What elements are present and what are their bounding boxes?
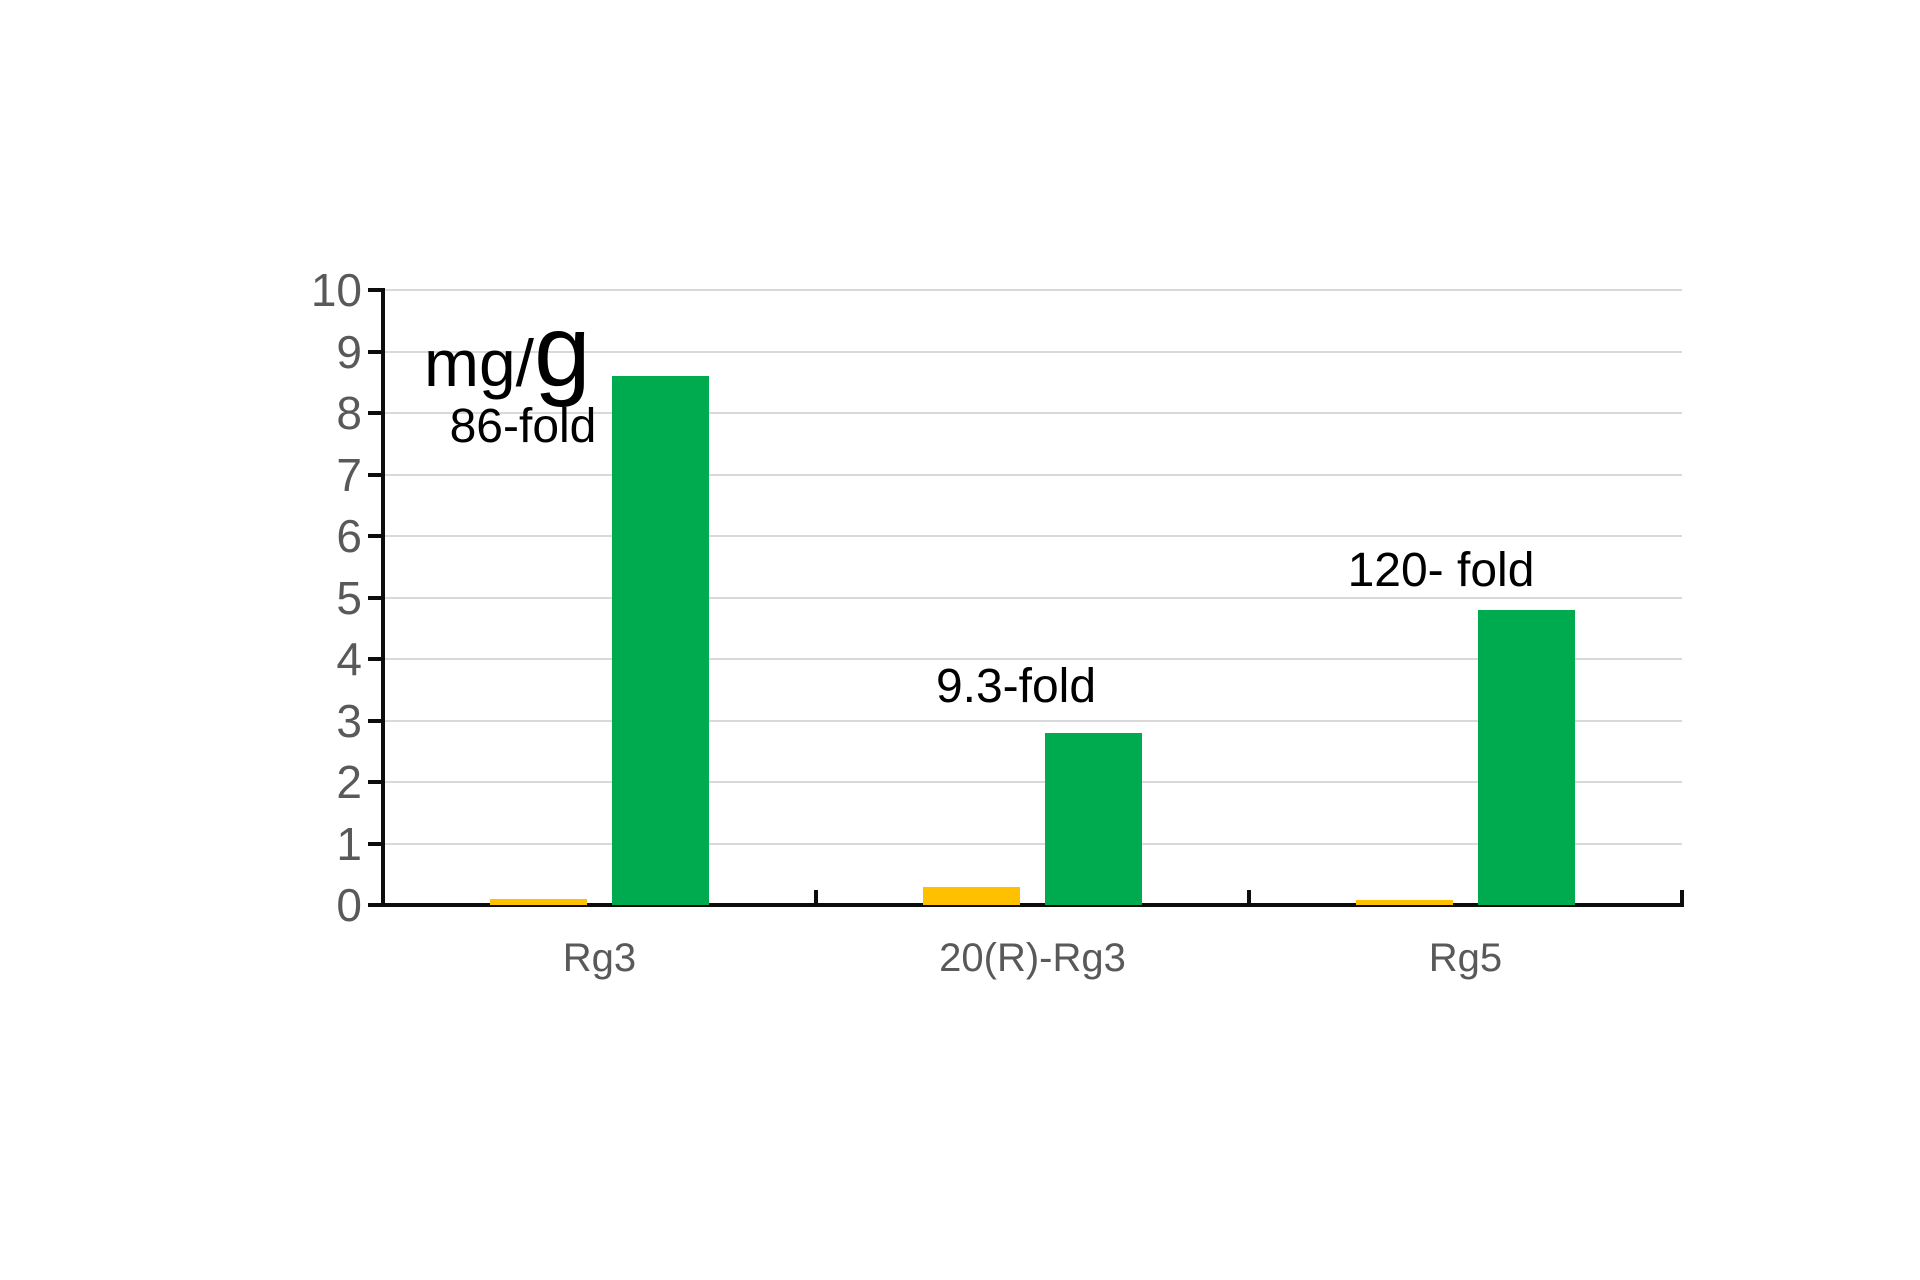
y-axis-tick-label: 7 (336, 448, 362, 501)
y-axis-tick-label: 6 (336, 510, 362, 562)
bar-20rrg3-green (1044, 732, 1142, 905)
unit-label-prefix: mg/ (424, 326, 535, 400)
y-axis-tick-8 (368, 411, 383, 415)
bar-rg5-green (1477, 609, 1575, 905)
gridline-y-1 (383, 842, 1682, 845)
gridline-y-4 (383, 658, 1682, 660)
x-axis-tick-2 (1680, 890, 1684, 905)
y-axis-tick-label: 10 (310, 264, 362, 316)
y-axis-tick-2 (368, 780, 383, 784)
y-axis-tick-10 (368, 288, 383, 292)
x-axis-category-label-1: Rg3 (562, 936, 637, 980)
x-axis-line (383, 903, 1684, 907)
x-axis-tick-0 (814, 890, 818, 905)
gridline-y-9 (383, 350, 1682, 353)
gridline-y-5 (383, 596, 1682, 599)
bar-rg3-green (611, 376, 709, 905)
y-axis-tick-3 (368, 718, 383, 723)
unit-label-big-g: g (534, 294, 591, 408)
y-axis-tick-4 (368, 657, 383, 661)
x-axis-category-label-2: 20(R)-Rg3 (939, 936, 1126, 980)
gridline-y-7 (383, 473, 1682, 476)
y-axis-tick-label: 0 (336, 879, 362, 931)
y-axis-tick-7 (368, 472, 383, 477)
gridline-y-10 (383, 289, 1682, 291)
fold-annotation-1: 86-fold (449, 400, 597, 453)
y-axis-tick-6 (368, 534, 383, 538)
gridline-y-2 (383, 781, 1682, 783)
y-axis-tick-9 (368, 349, 383, 354)
y-axis-line (381, 288, 385, 907)
y-axis-unit-label: mg/g (424, 300, 591, 402)
y-axis-tick-5 (368, 595, 383, 600)
x-axis-category-label-3: Rg5 (1428, 936, 1503, 980)
y-axis-tick-0 (368, 903, 383, 907)
bar-rg3-yellow (489, 898, 587, 905)
bar-20rrg3-yellow (922, 886, 1020, 905)
y-axis-tick-label: 2 (336, 756, 362, 808)
y-axis-tick-label: 1 (336, 817, 362, 870)
y-axis-tick-label: 8 (336, 387, 362, 439)
gridline-y-3 (383, 719, 1682, 722)
y-axis-tick-label: 3 (336, 694, 362, 747)
y-axis-tick-1 (368, 841, 383, 846)
y-axis-tick-label: 9 (336, 325, 362, 378)
gridline-y-8 (383, 412, 1682, 414)
fold-annotation-3: 120- fold (1347, 544, 1535, 597)
x-axis-tick-1 (1247, 890, 1251, 905)
fold-annotation-2: 9.3-fold (935, 660, 1097, 713)
y-axis-tick-label: 5 (336, 571, 362, 624)
bar-rg5-yellow (1355, 900, 1453, 905)
gridline-y-6 (383, 535, 1682, 537)
y-axis-tick-label: 4 (336, 633, 362, 685)
